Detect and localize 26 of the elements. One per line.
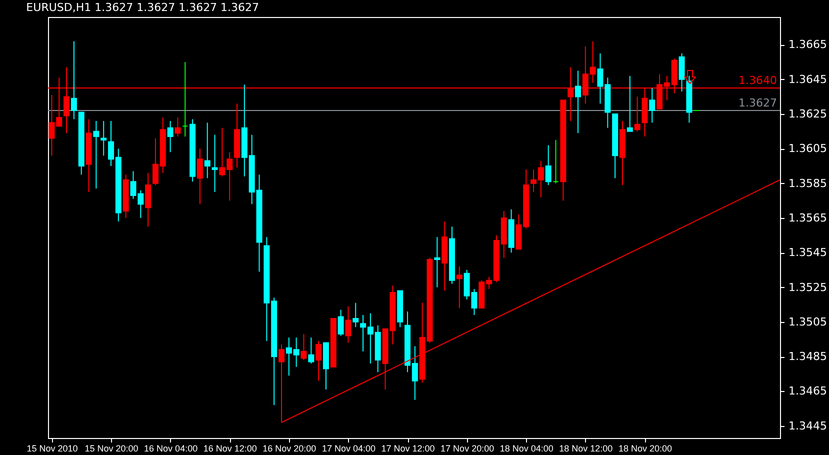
- y-tick-label: 1.3625: [788, 108, 827, 121]
- y-tick-label: 1.3565: [788, 211, 827, 224]
- y-tick-label: 1.3485: [788, 350, 827, 364]
- y-tick-label: 1.3665: [788, 38, 827, 52]
- y-tick-label: 1.3445: [788, 419, 827, 432]
- x-tick-label: 16 Nov 20:00: [262, 444, 316, 454]
- y-tick-label: 1.3605: [788, 142, 827, 156]
- x-tick-label: 17 Nov 12:00: [381, 444, 435, 454]
- x-tick-label: 18 Nov 20:00: [618, 444, 672, 454]
- chart-title: EURUSD,H1 1.3627 1.3627 1.3627 1.3627: [26, 1, 260, 14]
- x-tick-label: 15 Nov 20:00: [84, 444, 138, 454]
- ref-line-label: 1.3640: [738, 74, 777, 88]
- y-tick-label: 1.3465: [788, 384, 827, 398]
- y-tick-label: 1.3505: [788, 315, 827, 328]
- x-tick-label: 17 Nov 20:00: [440, 444, 494, 454]
- x-tick-label: 18 Nov 12:00: [559, 444, 613, 454]
- y-tick-label: 1.3585: [788, 176, 827, 190]
- x-tick-label: 16 Nov 12:00: [203, 444, 257, 454]
- x-tick-label: 17 Nov 04:00: [322, 444, 376, 454]
- ref-line-label: 1.3627: [738, 96, 777, 110]
- y-tick-label: 1.3545: [788, 246, 827, 260]
- y-tick-label: 1.3525: [788, 280, 827, 294]
- x-tick-label: 16 Nov 04:00: [144, 444, 198, 454]
- x-tick-label: 18 Nov 04:00: [500, 444, 554, 454]
- y-tick-label: 1.3645: [788, 72, 827, 86]
- x-tick-label: 15 Nov 2010: [26, 444, 78, 454]
